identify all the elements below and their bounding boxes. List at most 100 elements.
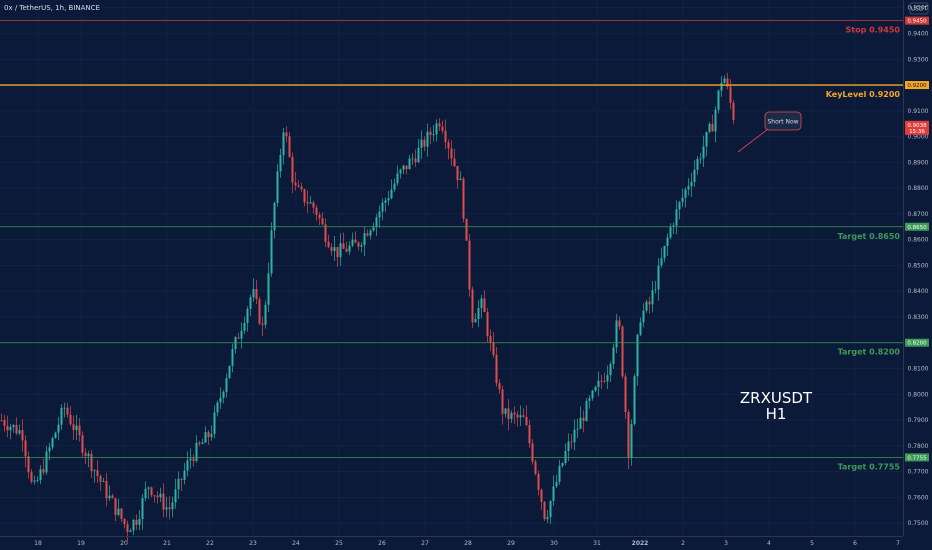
candle-body [228,365,231,379]
y-tick-label: 0.8900 [908,159,929,166]
candle-body [531,443,534,462]
x-tick-label: 7 [896,540,900,547]
candle-body [537,473,540,490]
candle-body [258,299,261,324]
y-tick-label: 0.7800 [908,443,929,450]
candle-body [315,207,318,215]
candle-body [159,493,162,498]
candle-body [657,265,660,290]
price-tags: 0.9450 0.9200 0.8650 0.8200 0.7755 0.903815:3… [905,16,929,462]
candle-body [390,189,393,199]
candle-body [291,156,294,183]
candle-body [114,498,117,515]
candle-body [273,202,276,231]
candle-body [708,123,711,133]
candle-body [450,148,453,159]
x-tick-label: 21 [163,540,171,547]
candle-body [570,441,573,443]
currency-label: USDT [911,6,928,13]
candle-body [240,330,243,339]
candle-body [327,241,330,248]
y-tick-label: 0.9100 [908,108,929,115]
candle-body [393,183,396,190]
candle-body [627,412,630,459]
candle-body [429,131,432,135]
candle-body [264,304,267,325]
candle-body [486,311,489,337]
candle-body [666,237,669,246]
candle-body [96,470,99,476]
short-now-annotation[interactable]: Short Now [737,111,802,153]
candle-body [519,415,522,418]
candle-body [9,426,12,431]
candle-body [600,380,603,382]
candle-body [210,433,213,438]
candle-body [579,417,582,429]
candle-body [219,397,222,403]
candle-body [300,186,303,190]
y-tick-label: 0.8000 [908,391,929,398]
candle-body [243,323,246,331]
candle-body [534,461,537,474]
candle-body [411,158,414,160]
candle-body [150,487,153,496]
candle-body [468,240,471,290]
candle-body [306,202,309,204]
candle-body [516,414,519,418]
candle-body [660,258,663,266]
candle-body [444,130,447,143]
target-1-label: Target 0.8650 [838,232,901,241]
candle-body [363,233,366,246]
candle-body [312,202,315,208]
y-tick-label: 0.7500 [908,520,929,527]
candle-body [552,486,555,502]
candle-body [117,508,120,515]
candle-body [21,430,24,441]
candle-body [153,495,156,497]
candle-body [78,425,81,436]
candle-body [423,139,426,147]
candle-body [513,412,516,415]
candle-body [213,412,216,434]
candle-body [333,247,336,251]
candle-body [18,430,21,434]
candle-body [33,480,36,482]
candle-body [39,469,42,481]
candle-body [612,347,615,364]
candle-body [504,408,507,414]
x-tick-label: 24 [292,540,300,547]
candle-body [24,440,27,457]
candle-body [636,334,639,377]
candle-body [372,226,375,231]
candle-body [654,289,657,291]
candle-body [225,378,228,392]
candle-body [207,432,210,438]
candle-body [576,428,579,430]
candle-body [174,489,177,503]
keylevel-price-tag-text: 0.9200 [907,83,927,89]
candle-body [351,239,354,246]
candle-body [630,424,633,459]
candle-body [381,202,384,212]
target-2-price-tag-text: 0.8200 [907,341,927,347]
candle-body [675,209,678,226]
candle-body [528,425,531,444]
level-lines: Stop 0.9450 KeyLevel 0.9200 Target 0.8650 T… [0,20,903,471]
candle-body [420,139,423,148]
candle-body [462,178,465,219]
candle-body [360,245,363,247]
candle-body [717,90,720,110]
candle-body [267,273,270,305]
time-axis-labels: 18 19 20 21 22 23 24 25 26 27 28 29 30 31 2022 2 3 4 5 6 7 [34,540,900,547]
candle-body [729,86,732,103]
candle-body [690,181,693,187]
candle-body [603,380,606,382]
candle-body [714,109,717,132]
candle-body [480,298,483,309]
candle-body [558,466,561,482]
candle-body [156,495,159,498]
x-tick-label: 31 [593,540,601,547]
candle-body [288,136,291,157]
